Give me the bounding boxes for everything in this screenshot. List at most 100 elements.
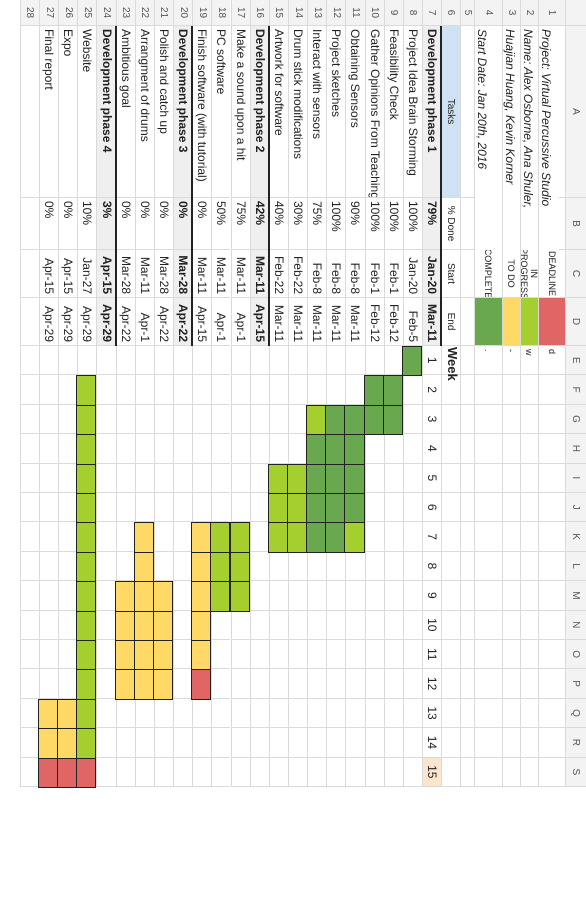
grid-cell[interactable]	[268, 434, 288, 464]
grid-cell[interactable]	[58, 434, 78, 464]
task-start-date[interactable]: Feb-8	[326, 250, 346, 298]
task-name[interactable]: Artwork for software	[268, 26, 288, 198]
grid-cell[interactable]	[211, 669, 231, 699]
grid-cell[interactable]	[211, 493, 231, 523]
grid-cell[interactable]	[230, 434, 250, 464]
task-start-date[interactable]: Feb-22	[268, 250, 288, 298]
row-header-23[interactable]: 23	[115, 0, 135, 26]
grid-cell[interactable]	[364, 669, 384, 699]
task-start-date[interactable]: Mar-28	[115, 250, 135, 298]
grid-cell[interactable]	[474, 493, 502, 523]
grid-cell[interactable]	[364, 581, 384, 611]
grid-cell[interactable]	[307, 551, 327, 582]
grid-cell[interactable]	[249, 493, 269, 523]
grid-cell[interactable]	[268, 581, 288, 611]
grid-cell[interactable]	[249, 522, 269, 552]
grid-cell[interactable]	[96, 493, 116, 523]
grid-cell[interactable]	[268, 728, 288, 758]
row-header-22[interactable]: 22	[134, 0, 154, 26]
grid-cell[interactable]	[249, 404, 269, 435]
grid-cell[interactable]	[230, 375, 250, 405]
grid-cell[interactable]	[474, 757, 502, 787]
grid-cell[interactable]	[19, 404, 39, 435]
column-header-h[interactable]: H	[565, 434, 586, 464]
phase-name[interactable]: Development phase 1	[422, 26, 441, 198]
grid-cell[interactable]	[173, 640, 193, 670]
task-name[interactable]: PC software	[211, 26, 231, 198]
grid-cell[interactable]	[211, 463, 231, 493]
task-end-date[interactable]: Mar-11	[326, 298, 346, 346]
grid-cell[interactable]	[474, 404, 502, 435]
row-header-11[interactable]: 11	[345, 0, 365, 26]
grid-cell[interactable]	[326, 610, 346, 640]
task-end-date[interactable]: Apr-29	[77, 298, 97, 346]
task-end-date[interactable]: Mar-11	[422, 298, 441, 346]
grid-cell[interactable]	[192, 463, 212, 493]
grid-cell[interactable]	[249, 757, 269, 787]
grid-cell[interactable]	[134, 698, 154, 729]
task-percent-done[interactable]: 3%	[96, 198, 116, 250]
grid-cell[interactable]	[19, 698, 39, 729]
grid-cell[interactable]	[230, 346, 250, 376]
grid-cell[interactable]	[307, 698, 327, 729]
grid-cell[interactable]	[345, 551, 365, 582]
grid-cell[interactable]	[173, 698, 193, 729]
grid-cell[interactable]	[192, 493, 212, 523]
grid-cell[interactable]	[460, 522, 474, 552]
grid-cell[interactable]	[402, 404, 422, 435]
grid-cell[interactable]	[345, 757, 365, 787]
grid-cell[interactable]	[502, 463, 520, 493]
grid-cell[interactable]	[383, 640, 403, 670]
grid-cell[interactable]	[307, 640, 327, 670]
grid-cell[interactable]	[326, 551, 346, 582]
task-start-date[interactable]: Apr-15	[58, 250, 78, 298]
grid-cell[interactable]	[460, 610, 474, 640]
grid-cell[interactable]	[96, 551, 116, 582]
grid-cell[interactable]	[402, 669, 422, 699]
grid-cell[interactable]	[58, 669, 78, 699]
task-name[interactable]: Arrangment of drums	[134, 26, 154, 198]
task-end-date[interactable]: Apr-1	[211, 298, 231, 346]
grid-cell[interactable]	[502, 581, 520, 611]
row-header-9[interactable]: 9	[383, 0, 403, 26]
grid-cell[interactable]	[153, 493, 174, 523]
task-percent-done[interactable]: 79%	[422, 198, 441, 250]
grid-cell[interactable]	[326, 640, 346, 670]
row-header-2[interactable]: 2	[520, 0, 538, 26]
row-header-16[interactable]: 16	[249, 0, 269, 26]
task-name[interactable]: Project sketches	[326, 26, 346, 198]
task-percent-done[interactable]: 75%	[230, 198, 250, 250]
column-header-g[interactable]: G	[565, 404, 586, 435]
row-header-27[interactable]: 27	[39, 0, 59, 26]
grid-cell[interactable]	[307, 610, 327, 640]
row-header-6[interactable]: 6	[441, 0, 460, 26]
grid-cell[interactable]	[474, 698, 502, 729]
grid-cell[interactable]	[96, 434, 116, 464]
task-name[interactable]: Drum stick modifications	[287, 26, 308, 198]
column-header-k[interactable]: K	[565, 522, 586, 552]
task-percent-done[interactable]: 40%	[268, 198, 288, 250]
task-name[interactable]: Final report	[39, 26, 59, 198]
task-start-date[interactable]: Mar-11	[230, 250, 250, 298]
grid-cell[interactable]	[441, 404, 460, 435]
task-percent-done[interactable]: 75%	[307, 198, 327, 250]
grid-cell[interactable]	[211, 757, 231, 787]
task-percent-done[interactable]: 100%	[364, 198, 384, 250]
grid-cell[interactable]	[345, 610, 365, 640]
grid-cell[interactable]	[115, 728, 135, 758]
grid-cell[interactable]	[364, 757, 384, 787]
grid-cell[interactable]	[173, 551, 193, 582]
task-name[interactable]: Obtaining Sensors	[345, 26, 365, 198]
task-name[interactable]: Gather Opinions From Teaching Staffs	[364, 26, 384, 198]
task-name[interactable]: Finish software (with tutorial)	[192, 26, 212, 198]
grid-cell[interactable]	[460, 463, 474, 493]
row-header-19[interactable]: 19	[192, 0, 212, 26]
grid-cell[interactable]	[383, 551, 403, 582]
grid-cell[interactable]	[287, 404, 308, 435]
grid-cell[interactable]	[345, 375, 365, 405]
grid-cell[interactable]	[287, 346, 308, 376]
grid-cell[interactable]	[134, 434, 154, 464]
phase-name[interactable]: Development phase 4	[96, 26, 116, 198]
task-start-date[interactable]: Apr-15	[96, 250, 116, 298]
grid-cell[interactable]	[520, 551, 538, 582]
